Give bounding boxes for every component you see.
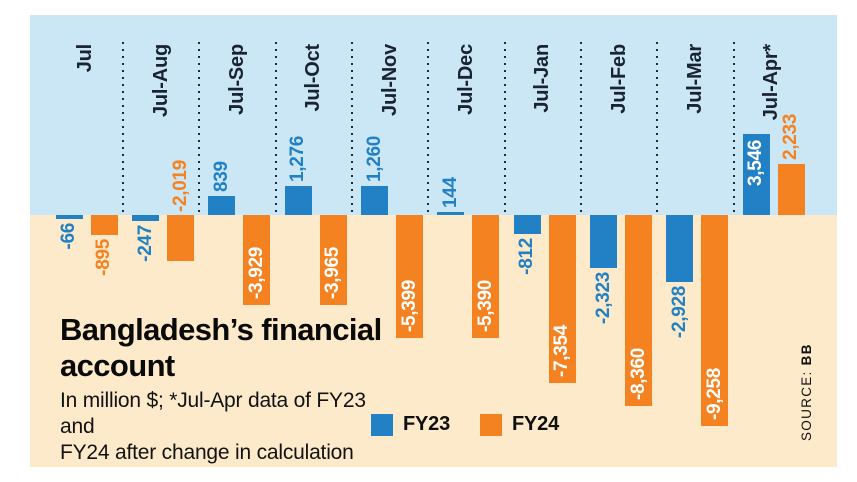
legend: FY23 FY24 [371, 413, 559, 436]
positive-region-background [30, 15, 837, 215]
fy23-bar-jul [55, 215, 83, 219]
source-label: SOURCE: [799, 370, 814, 441]
fy24-value-label-jul-oct: -3,965 [322, 247, 344, 300]
source-value: BB [799, 343, 814, 366]
fy23-value-label-jul-oct: 1,276 [287, 135, 309, 182]
category-separator [656, 42, 659, 215]
category-label-jul-feb: Jul-Feb [607, 44, 630, 114]
fy23-value-label-jul-mar: -2,928 [668, 285, 690, 338]
fy24-bar-jul-mar [701, 215, 729, 427]
category-separator [732, 42, 735, 215]
fy23-value-label-jul-dec: 144 [439, 176, 461, 208]
fy23-bar-jul-jan [513, 215, 541, 234]
fy24-value-label-jul-dec: -5,390 [474, 279, 496, 332]
fy24-bar-jul-nov [396, 215, 424, 339]
fy23-value-label-jul-feb: -2,323 [592, 271, 614, 325]
fy24-bar-jul-sep [243, 215, 271, 305]
chart-title-line-1: Bangladesh’s financial [60, 312, 382, 347]
fy23-value-label-jul-nov: 1,260 [363, 136, 385, 183]
fy23-legend-swatch [371, 413, 393, 436]
fy24-bar-jul-jan [548, 215, 576, 383]
fy24-value-label-jul-jan: -7,354 [551, 324, 573, 377]
fy23-bar-jul-apr [742, 134, 770, 215]
category-separator [122, 42, 125, 215]
legend-item-fy23: FY23 [371, 413, 450, 436]
fy23-bar-jul-sep [208, 195, 236, 215]
chart-subtitle-line-1: In million $; *Jul-Apr data of FY23 and [60, 389, 366, 438]
fy24-bar-jul-dec [472, 215, 500, 338]
fy24-bar-jul-apr [777, 164, 805, 215]
fy23-bar-jul-dec [437, 211, 465, 215]
fy24-value-label-jul-sep: -3,929 [245, 246, 267, 299]
fy24-value-label-jul-nov: -5,399 [398, 280, 420, 333]
fy23-bar-jul-oct [284, 185, 312, 215]
category-separator [503, 42, 506, 215]
fy24-bar-jul-oct [319, 215, 347, 306]
category-label-jul-mar: Jul-Mar [684, 44, 707, 114]
fy23-value-label-jul-jan: -812 [516, 237, 538, 275]
fy23-value-label-jul-apr: 3,546 [745, 140, 767, 187]
fy24-value-label-jul-mar: -9,258 [703, 368, 725, 421]
fy24-value-label-jul-apr: 2,233 [780, 114, 802, 161]
category-separator [274, 42, 277, 215]
category-separator [351, 42, 354, 215]
fy24-legend-swatch [480, 413, 503, 436]
category-separator [580, 42, 582, 215]
fy24-value-label-jul-feb: -8,360 [627, 347, 649, 400]
category-label-jul-jan: Jul-Jan [531, 44, 554, 113]
fy24-bar-jul-aug [167, 215, 195, 262]
legend-item-fy24: FY24 [480, 413, 559, 436]
fy24-bar-jul [90, 215, 118, 236]
fy23-value-label-jul-sep: 839 [210, 161, 232, 192]
source-credit: SOURCE: BB [794, 311, 820, 441]
fy24-value-label-jul-aug: -2,019 [169, 159, 191, 212]
category-separator [427, 42, 430, 215]
category-label-jul: Jul [73, 44, 96, 73]
chart-subtitle-line-2: FY24 after change in calculation [60, 441, 354, 464]
chart-title-line-2: account [60, 348, 175, 383]
fy24-legend-label: FY24 [512, 413, 560, 435]
title-block: Bangladesh’s financial account [60, 312, 390, 384]
fy23-legend-label: FY23 [403, 413, 451, 435]
category-separator [198, 42, 201, 215]
fy23-bar-jul-aug [132, 215, 160, 221]
fy23-bar-jul-nov [361, 186, 389, 215]
fy23-bar-jul-mar [666, 215, 694, 282]
subtitle-block: In million $; *Jul-Apr data of FY23 and … [60, 388, 390, 466]
fy23-bar-jul-feb [590, 215, 617, 268]
fy24-bar-jul-feb [625, 215, 652, 406]
